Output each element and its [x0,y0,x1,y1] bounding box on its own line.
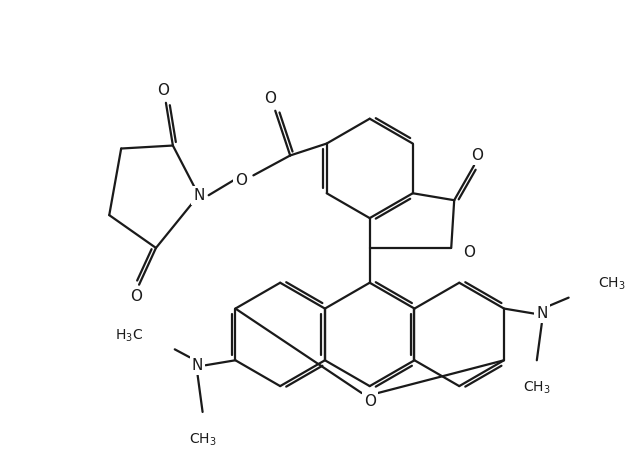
Text: O: O [463,245,475,261]
Text: H$_3$C: H$_3$C [115,327,143,344]
Text: N: N [192,358,204,373]
Text: O: O [264,91,276,106]
Text: O: O [236,173,248,188]
Text: O: O [130,289,142,304]
Text: N: N [536,306,547,321]
Text: O: O [364,394,376,409]
Text: CH$_3$: CH$_3$ [523,380,550,396]
Text: N: N [193,188,204,203]
Text: O: O [157,84,169,98]
Text: O: O [471,148,483,163]
Text: CH$_3$: CH$_3$ [598,276,626,292]
Text: CH$_3$: CH$_3$ [189,431,216,448]
